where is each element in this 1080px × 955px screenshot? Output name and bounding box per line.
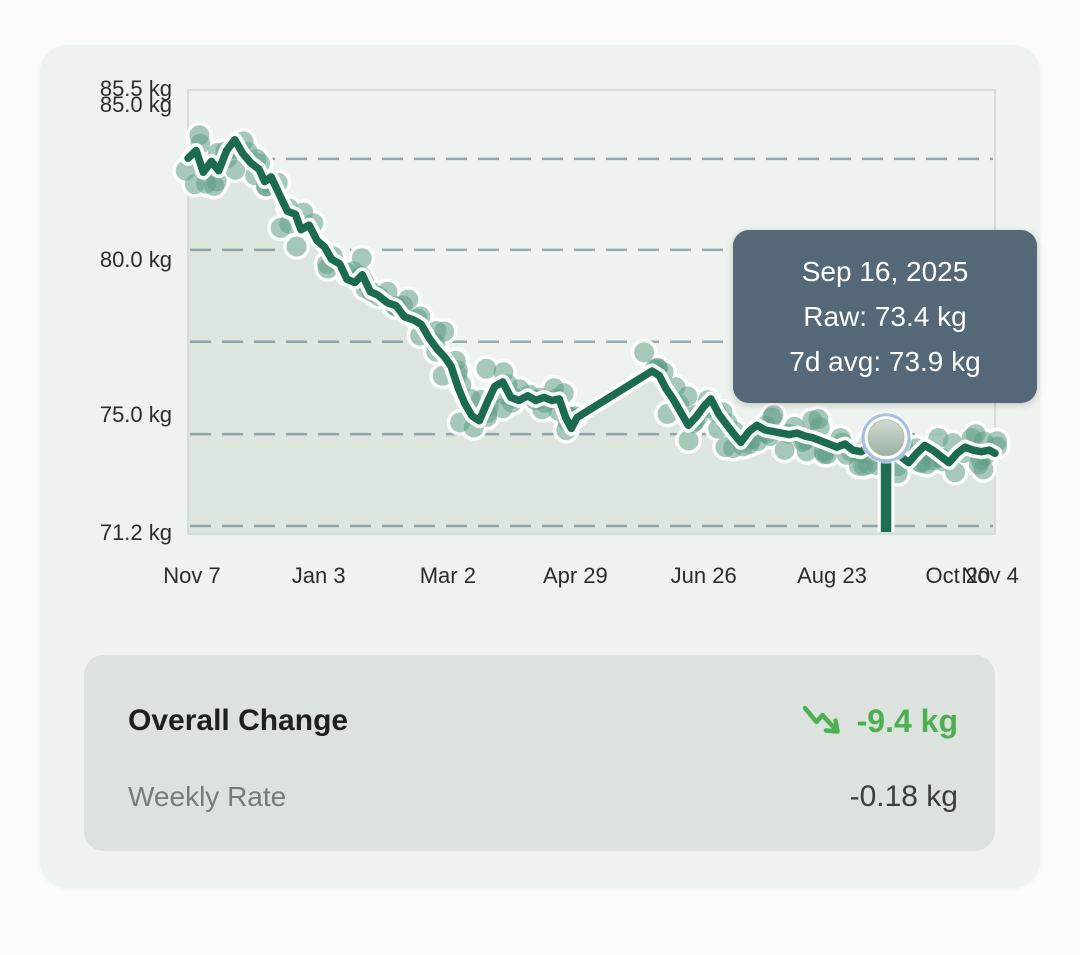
raw-weight-dot <box>763 405 784 426</box>
weekly-rate-value: -0.18 kg <box>849 780 958 813</box>
overall-change-label: Overall Change <box>128 704 349 737</box>
selection-tooltip: Sep 16, 2025 Raw: 73.4 kg 7d avg: 73.9 k… <box>733 230 1037 403</box>
raw-weight-dot <box>351 248 372 269</box>
raw-weight-dot <box>225 159 246 180</box>
trending-down-icon <box>802 705 840 734</box>
raw-weight-dot <box>774 439 795 460</box>
tooltip-raw-value: Raw: 73.4 kg <box>803 301 967 332</box>
weekly-rate-label: Weekly Rate <box>128 781 287 812</box>
weekly-rate-row: Weekly Rate -0.18 kg <box>128 773 958 821</box>
tooltip-date: Sep 16, 2025 <box>801 256 969 287</box>
raw-weight-dot <box>189 125 210 146</box>
overall-change-row: Overall Change -9.4 kg <box>128 697 958 745</box>
raw-weight-dot <box>286 236 307 257</box>
selected-point-marker[interactable] <box>867 419 905 457</box>
raw-weight-dot <box>434 321 455 342</box>
tooltip-avg-value: 7d avg: 73.9 kg <box>789 346 981 377</box>
raw-weight-dot <box>634 342 655 363</box>
raw-weight-dot <box>476 358 497 379</box>
overall-change-value-wrap: -9.4 kg <box>801 703 958 740</box>
summary-card: Overall Change -9.4 kg Weekly Rate -0.18… <box>84 655 995 851</box>
raw-weight-dot <box>678 430 699 451</box>
overall-change-value: -9.4 kg <box>856 702 958 739</box>
